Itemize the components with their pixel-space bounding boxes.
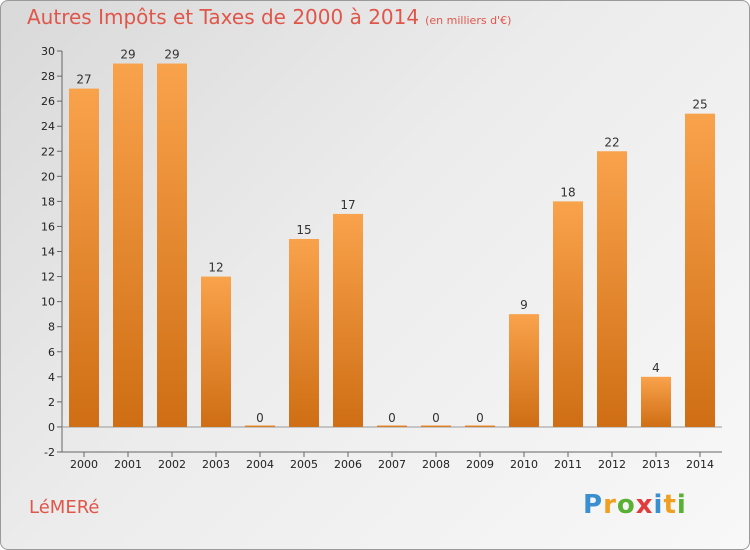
bar-value-label: 0 <box>256 411 264 425</box>
bar-value-label: 15 <box>296 223 311 237</box>
y-tick-label: 4 <box>48 371 55 384</box>
bar-value-label: 0 <box>432 411 440 425</box>
logo-letter: i <box>676 490 687 520</box>
bar <box>245 425 275 427</box>
bar-value-label: 29 <box>120 48 135 62</box>
bar-value-label: 17 <box>340 198 355 212</box>
logo-letter: t <box>663 490 677 520</box>
x-tick-label: 2012 <box>598 458 626 471</box>
bar <box>597 151 627 427</box>
bar <box>289 238 319 427</box>
y-tick-label: 18 <box>41 195 55 208</box>
x-tick-label: 2001 <box>114 458 142 471</box>
y-tick-label: 20 <box>41 170 55 183</box>
y-tick-label: 22 <box>41 145 55 158</box>
bar <box>201 276 231 427</box>
x-tick-label: 2010 <box>510 458 538 471</box>
x-tick-label: 2011 <box>554 458 582 471</box>
y-tick-label: 0 <box>48 421 55 434</box>
logo-letter: o <box>616 490 636 520</box>
bar-value-label: 25 <box>692 98 707 112</box>
x-tick-label: 2005 <box>290 458 318 471</box>
bar <box>377 425 407 427</box>
bar-value-label: 18 <box>560 185 575 199</box>
x-tick-label: 2004 <box>246 458 274 471</box>
y-tick-label: 2 <box>48 396 55 409</box>
bar-value-label: 27 <box>76 73 91 87</box>
bar <box>465 425 495 427</box>
x-tick-label: 2006 <box>334 458 362 471</box>
chart-bars <box>69 63 715 427</box>
chart-labels: 27 29 29 12 0 15 17 0 0 0 9 18 22 4 25 <box>76 48 707 425</box>
bar <box>641 376 671 427</box>
bar-value-label: 12 <box>208 261 223 275</box>
bar <box>421 425 451 427</box>
y-tick-label: 28 <box>41 70 55 83</box>
x-tick-label: 2002 <box>158 458 186 471</box>
y-tick-label: 14 <box>41 246 55 259</box>
x-tick-label: 2009 <box>466 458 494 471</box>
bar-value-label: 22 <box>604 135 619 149</box>
bar <box>685 113 715 427</box>
y-tick-label: 26 <box>41 95 55 108</box>
bar-value-label: 9 <box>520 298 528 312</box>
x-tick-label: 2013 <box>642 458 670 471</box>
logo-letter: r <box>603 490 617 520</box>
commune-name: LéMERé <box>29 497 100 518</box>
x-tick-label: 2003 <box>202 458 230 471</box>
y-tick-label: 10 <box>41 296 55 309</box>
logo-letter: i <box>653 490 664 520</box>
bar <box>113 63 143 427</box>
logo-letter: P <box>583 490 604 520</box>
bar-value-label: 29 <box>164 48 179 62</box>
chart-title-text: Autres Impôts et Taxes de 2000 à 2014 <box>27 5 420 29</box>
y-tick-label: 6 <box>48 346 55 359</box>
x-tick-label: 2000 <box>70 458 98 471</box>
y-tick-label: 30 <box>41 45 55 58</box>
y-tick-label: 16 <box>41 220 55 233</box>
chart-subtitle: (en milliers d'€) <box>425 14 512 27</box>
x-tick-label: 2008 <box>422 458 450 471</box>
x-tick-label: 2014 <box>686 458 714 471</box>
bar-value-label: 4 <box>652 361 660 375</box>
chart-title: Autres Impôts et Taxes de 2000 à 2014 (en… <box>27 5 511 29</box>
proxiti-logo: Proxiti <box>583 490 687 520</box>
x-tick-label: 2007 <box>378 458 406 471</box>
bar <box>509 314 539 427</box>
bar-value-label: 0 <box>388 411 396 425</box>
bar-value-label: 0 <box>476 411 484 425</box>
y-tick-label: 8 <box>48 321 55 334</box>
bar <box>69 88 99 427</box>
bar <box>333 213 363 427</box>
y-tick-label: 24 <box>41 120 55 133</box>
logo-letter: x <box>635 490 654 520</box>
y-tick-label: -2 <box>44 446 55 459</box>
y-tick-label: 12 <box>41 271 55 284</box>
bar <box>553 201 583 427</box>
bar <box>157 63 187 427</box>
